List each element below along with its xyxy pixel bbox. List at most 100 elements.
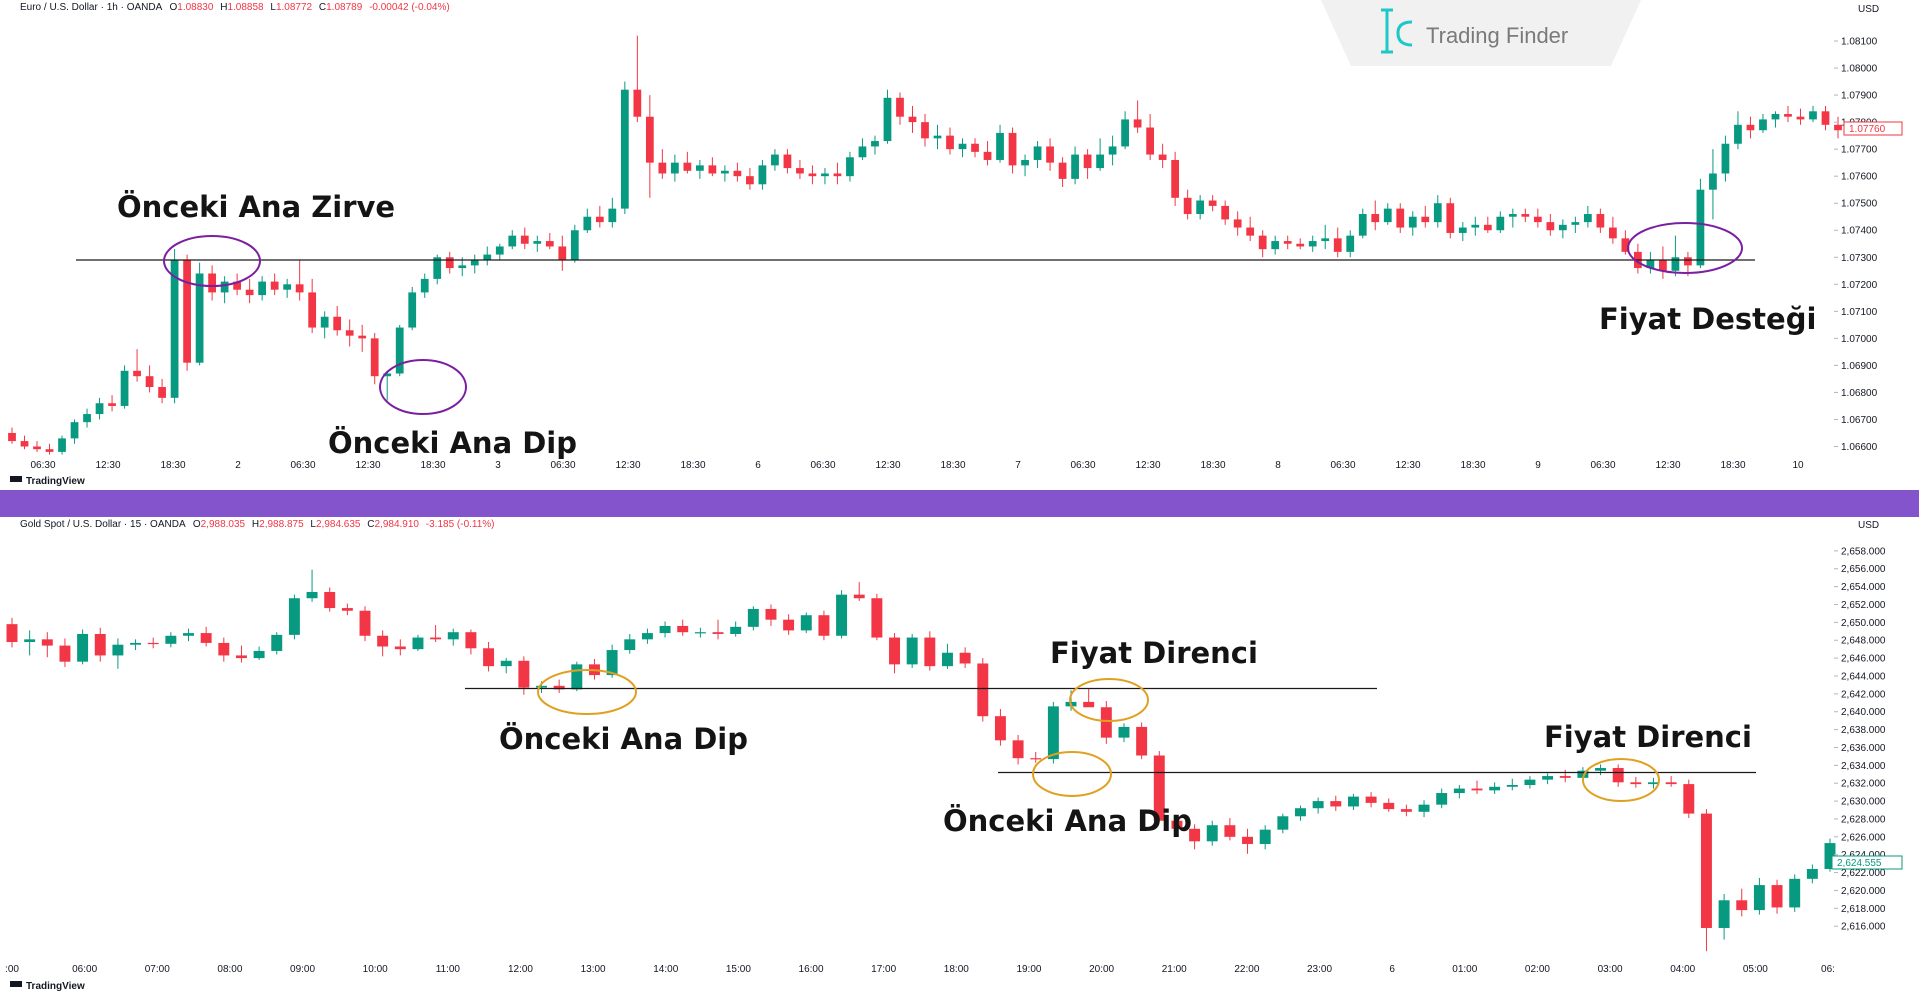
candle-body [1789,878,1801,908]
candle-body [270,281,279,290]
y-tick-label: 1.06900 [1841,361,1878,372]
x-tick-label: 18:30 [1720,460,1745,471]
candle-body [571,664,583,690]
candle-body [1458,227,1467,233]
y-tick-label: 2,656.000 [1841,564,1886,575]
candle-body [942,652,953,667]
y-tick-label: 2,622.000 [1841,868,1886,879]
brand-name: Trading Finder [1426,23,1568,48]
candle-body [1258,235,1267,250]
x-tick-label: 15:00 [726,964,751,975]
candle-body [500,660,512,667]
candle-body [1021,159,1029,166]
x-tick-label: 6 [755,460,761,471]
candle-body [871,141,879,147]
candle-body [1136,726,1148,756]
candle-body [195,273,204,363]
candle-body [1296,243,1305,247]
top-peak-ellipse [163,235,261,287]
x-tick-label: 12:30 [1655,460,1680,471]
candle-body [645,116,654,163]
y-tick-label: 2,632.000 [1841,779,1886,790]
candle-body [1421,216,1430,223]
y-tick-label: 1.07200 [1841,280,1878,291]
candle-body [677,625,689,633]
candle-body [1595,768,1607,771]
candle-body [958,143,967,150]
candle-body [8,432,16,442]
candle-body [1206,825,1218,842]
candle-body [1806,869,1818,879]
x-tick-label: 09:00 [290,964,315,975]
candle-body [1508,214,1517,217]
x-tick-label: 16:00 [799,964,824,975]
candle-body [1133,119,1142,128]
y-tick-label: 1.07400 [1841,226,1878,237]
candle-body [1483,224,1492,231]
candle-body [218,642,230,656]
candle-body [1083,701,1095,708]
candle-body [959,652,971,664]
candle-body [394,646,406,650]
y-tick-label: 2,658.000 [1841,546,1886,557]
candle-body [536,685,547,688]
candle-body [1471,224,1480,228]
x-tick-label: 12:30 [1395,460,1420,471]
x-tick-label: 3 [495,460,501,471]
candle-body [147,642,159,645]
candle-body [641,633,653,640]
bottom-tv-watermark: TradingView [10,981,85,992]
x-tick-label: 02:00 [1525,964,1550,975]
candle-body [606,650,618,676]
candle-body [1506,785,1518,787]
x-tick-label: 10 [1792,460,1804,471]
candle-body [883,97,892,142]
bottom-dip-ellipse-2 [1032,751,1112,797]
candle-body [896,97,904,117]
y-tick-label: 1.07500 [1841,199,1878,210]
candle-body [1559,776,1571,778]
candle-body [370,338,379,377]
candle-body [1047,706,1059,760]
candle-body [1346,235,1355,252]
candle-body [608,208,617,223]
candle-body [433,257,442,279]
candle-body [853,594,865,599]
candle-body [836,594,848,636]
candle-body [58,438,66,452]
candle-body [796,168,804,174]
candle-body [971,143,979,152]
candle-body [1396,208,1405,228]
candle-body [747,608,759,627]
candle-body [1008,132,1017,166]
candle-body [483,648,495,667]
candle-body [583,216,592,231]
bottom-res-label-2: Fiyat Direnci [1544,720,1752,754]
y-tick-label: 2,644.000 [1841,671,1886,682]
candle-body [1583,214,1592,223]
candle-body [1071,154,1079,179]
candle-body [1446,203,1455,233]
y-tick-label: 2,652.000 [1841,600,1886,611]
candle-body [1171,820,1183,829]
candle-body [1208,200,1217,206]
bottom-chart-header: Gold Spot / U.S. Dollar · 15 · OANDA O2,… [20,519,495,530]
x-tick-label: :00 [5,964,19,975]
candle-body [906,637,918,665]
x-tick-label: 18:30 [160,460,185,471]
candle-body [1718,900,1730,928]
candle-body [1784,114,1792,117]
candle-body [145,376,154,388]
y-tick-label: 2,630.000 [1841,797,1886,808]
candle-body [108,403,116,406]
candle-body [447,632,459,640]
candle-body [1012,740,1024,759]
candle-body [1189,828,1201,842]
y-tick-label: 1.08000 [1841,64,1878,75]
candle-body [712,632,724,634]
candle-body [383,373,392,377]
x-tick-label: 8 [1275,460,1281,471]
x-tick-label: 20:00 [1089,964,1114,975]
candle-body [245,289,254,296]
candle-body [1277,816,1289,830]
